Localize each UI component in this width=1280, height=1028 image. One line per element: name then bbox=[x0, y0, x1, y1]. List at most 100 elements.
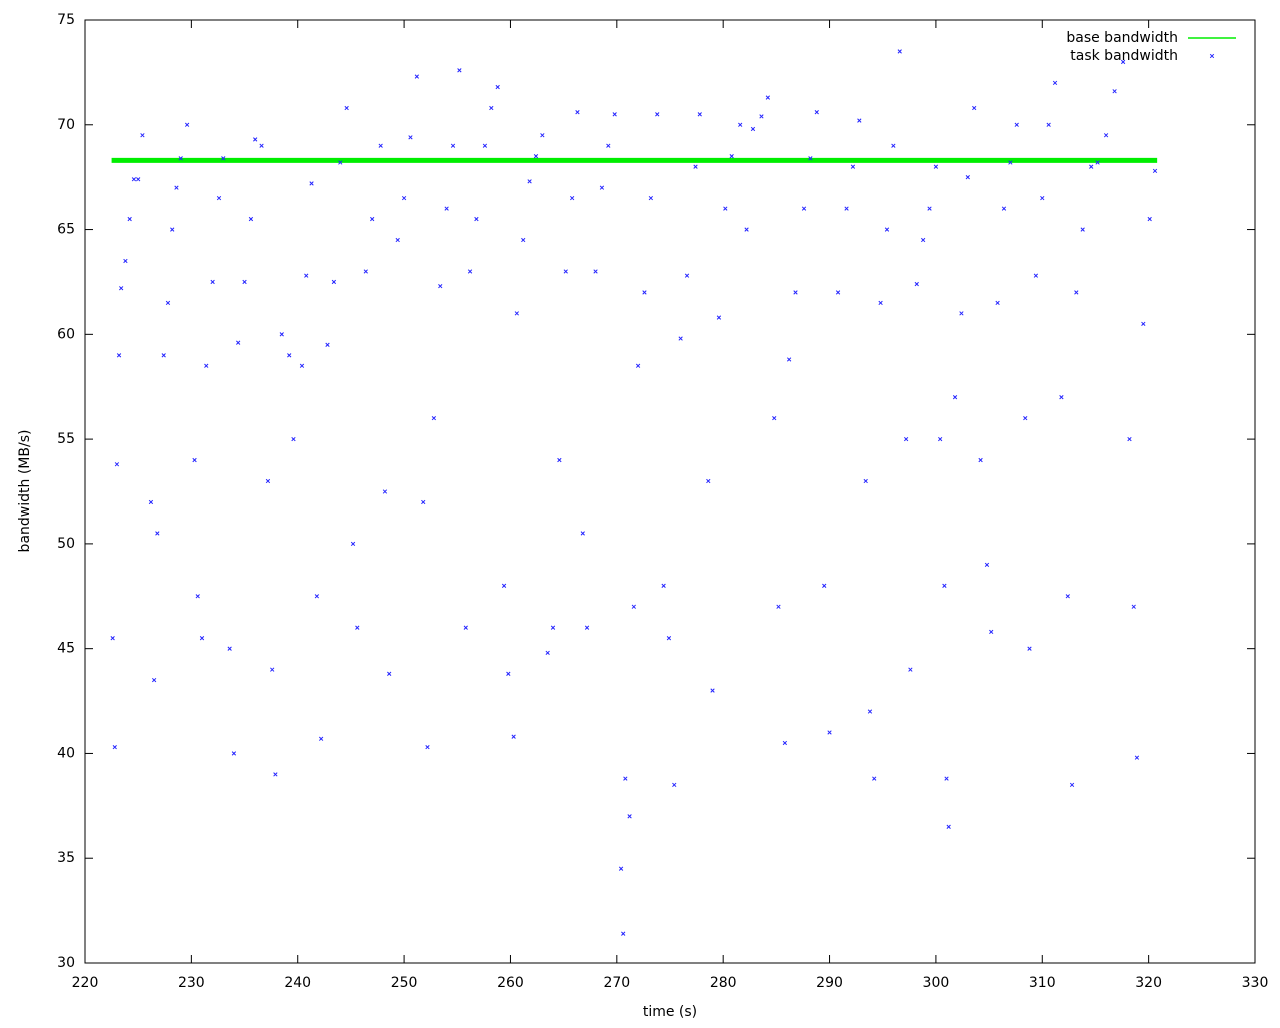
legend-label: task bandwidth bbox=[1070, 48, 1178, 64]
point bbox=[808, 156, 813, 161]
y-tick-label: 55 bbox=[57, 431, 75, 447]
point bbox=[710, 688, 715, 693]
point bbox=[942, 583, 947, 588]
point bbox=[914, 281, 919, 287]
point bbox=[314, 594, 320, 599]
plot-frame bbox=[84, 19, 1256, 964]
point bbox=[1027, 646, 1032, 651]
point bbox=[759, 114, 764, 119]
point bbox=[621, 931, 626, 936]
point bbox=[1059, 395, 1064, 400]
point bbox=[299, 363, 305, 368]
point bbox=[612, 112, 617, 117]
point bbox=[920, 237, 926, 243]
y-tick-label: 30 bbox=[57, 955, 75, 971]
point bbox=[1141, 321, 1146, 327]
point bbox=[279, 332, 284, 337]
point bbox=[489, 105, 494, 111]
point bbox=[697, 112, 702, 117]
point bbox=[723, 206, 728, 211]
point bbox=[1033, 273, 1039, 278]
point bbox=[1052, 80, 1058, 86]
point bbox=[438, 283, 443, 289]
point bbox=[984, 562, 990, 567]
point bbox=[495, 84, 500, 90]
point bbox=[952, 395, 958, 400]
point bbox=[580, 531, 585, 536]
point bbox=[927, 206, 932, 211]
point bbox=[387, 671, 392, 676]
point bbox=[569, 195, 575, 201]
point bbox=[575, 110, 580, 115]
point bbox=[270, 667, 275, 672]
point bbox=[693, 164, 698, 169]
point bbox=[635, 363, 641, 368]
point bbox=[801, 206, 807, 211]
point bbox=[273, 772, 278, 777]
point bbox=[946, 824, 951, 829]
point bbox=[444, 206, 449, 211]
x-axis-label: time (s) bbox=[643, 1004, 697, 1020]
point bbox=[370, 216, 375, 222]
point bbox=[127, 216, 132, 222]
point bbox=[1095, 160, 1100, 165]
point bbox=[253, 137, 258, 142]
x-tick-label: 280 bbox=[710, 975, 737, 991]
legend-label: base bandwidth bbox=[1066, 30, 1178, 46]
point bbox=[363, 269, 368, 274]
point bbox=[557, 457, 562, 463]
point bbox=[661, 583, 666, 588]
point bbox=[112, 745, 117, 750]
point bbox=[1074, 290, 1079, 295]
point bbox=[501, 583, 507, 588]
point bbox=[527, 179, 532, 184]
point bbox=[606, 143, 611, 148]
point bbox=[325, 342, 330, 347]
point bbox=[140, 133, 145, 138]
point bbox=[116, 353, 122, 358]
y-tick-label: 35 bbox=[57, 850, 75, 866]
point bbox=[155, 531, 160, 536]
point bbox=[786, 357, 792, 362]
point bbox=[1046, 122, 1051, 127]
x-tick-label: 240 bbox=[284, 975, 311, 991]
point bbox=[236, 340, 241, 345]
point bbox=[1065, 594, 1070, 599]
x-tick-label: 270 bbox=[603, 975, 630, 991]
point bbox=[648, 195, 654, 201]
point bbox=[793, 290, 798, 295]
point bbox=[1001, 206, 1007, 211]
point bbox=[482, 143, 488, 148]
point bbox=[355, 625, 360, 630]
point bbox=[110, 636, 115, 641]
point bbox=[242, 279, 247, 285]
point bbox=[618, 866, 624, 871]
point bbox=[331, 279, 337, 285]
point bbox=[114, 462, 120, 467]
point bbox=[827, 730, 832, 735]
point bbox=[1147, 216, 1152, 222]
point bbox=[199, 636, 205, 641]
point bbox=[1112, 89, 1117, 94]
point bbox=[684, 273, 690, 278]
point bbox=[642, 290, 647, 295]
legend-swatch bbox=[1209, 53, 1215, 59]
point bbox=[584, 625, 590, 630]
point bbox=[884, 227, 890, 232]
point bbox=[1103, 133, 1109, 138]
point bbox=[1014, 122, 1019, 127]
x-tick-label: 230 bbox=[178, 975, 205, 991]
point bbox=[259, 143, 264, 148]
point bbox=[344, 105, 349, 111]
point bbox=[192, 457, 197, 463]
point bbox=[1008, 160, 1013, 165]
y-tick-label: 40 bbox=[57, 745, 75, 761]
point bbox=[170, 227, 175, 232]
point bbox=[1023, 416, 1028, 421]
x-tick-label: 250 bbox=[391, 975, 418, 991]
point bbox=[867, 709, 873, 714]
point bbox=[151, 677, 157, 683]
y-tick-label: 70 bbox=[57, 117, 75, 133]
point bbox=[782, 740, 788, 746]
point bbox=[174, 185, 179, 190]
